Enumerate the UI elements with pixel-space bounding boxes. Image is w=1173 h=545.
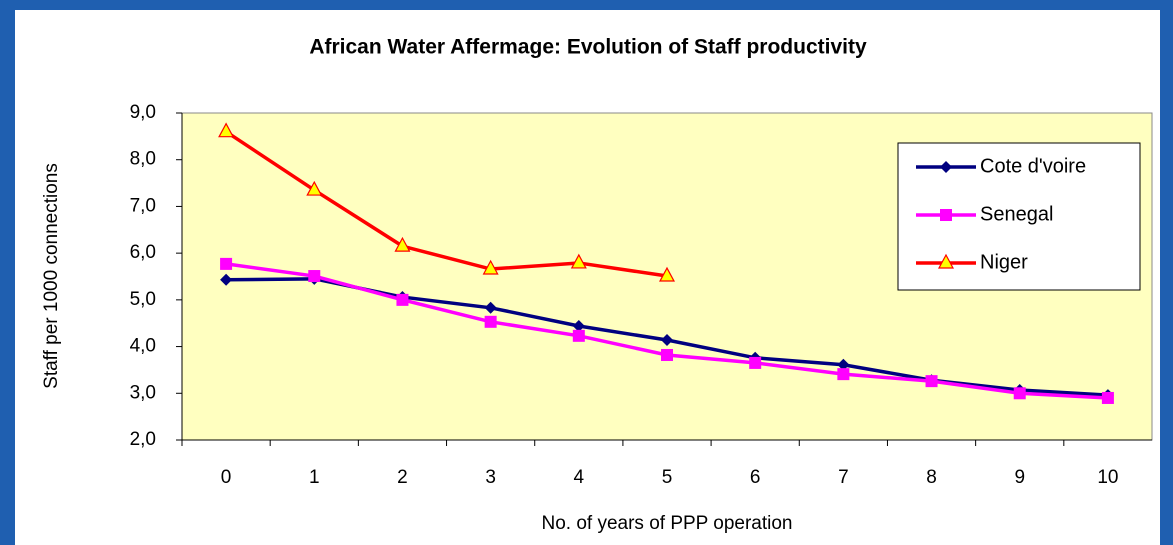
x-tick-label: 6 — [750, 467, 761, 488]
point — [658, 266, 676, 282]
point — [572, 320, 585, 333]
y-tick-label: 8,0 — [130, 149, 156, 170]
x-tick-label: 3 — [485, 467, 496, 488]
point — [925, 375, 938, 388]
point — [572, 329, 585, 342]
point — [837, 368, 850, 381]
x-tick-label: 1 — [309, 467, 320, 488]
x-tick-label: 0 — [221, 467, 232, 488]
point — [661, 348, 673, 361]
legend-label: Niger — [980, 251, 1028, 273]
point — [482, 259, 499, 275]
x-tick-label: 8 — [926, 467, 937, 488]
point — [220, 257, 233, 270]
y-tick-label: 3,0 — [130, 382, 156, 403]
point — [220, 273, 233, 286]
point — [396, 293, 409, 306]
point — [218, 122, 235, 138]
y-tick-label: 6,0 — [130, 242, 156, 263]
y-tick-label: 7,0 — [130, 195, 156, 216]
point — [837, 358, 850, 371]
y-axis-label: Staff per 1000 connections — [41, 163, 62, 389]
point — [661, 334, 673, 347]
point — [306, 180, 323, 196]
legend-marker — [937, 253, 955, 269]
point — [308, 270, 321, 283]
point — [570, 253, 587, 269]
y-tick-label: 9,0 — [130, 102, 156, 123]
x-tick-label: 5 — [662, 467, 673, 488]
point — [749, 356, 762, 369]
legend-label: Senegal — [980, 203, 1053, 225]
legend-label: Cote d'voire — [980, 155, 1086, 177]
x-tick-label: 2 — [397, 467, 408, 488]
x-tick-label: 10 — [1097, 467, 1118, 488]
x-axis-label: No. of years of PPP operation — [541, 513, 792, 534]
y-tick-label: 5,0 — [130, 289, 156, 310]
x-tick-label: 9 — [1014, 467, 1025, 488]
chart-title: African Water Affermage: Evolution of St… — [309, 36, 867, 59]
point — [484, 315, 497, 328]
point — [1101, 391, 1114, 404]
y-tick-label: 4,0 — [130, 336, 156, 357]
legend-marker — [940, 161, 952, 173]
x-tick-label: 4 — [574, 467, 585, 488]
series-line — [225, 130, 668, 278]
legend-marker — [940, 209, 952, 221]
point — [394, 236, 411, 252]
y-tick-label: 2,0 — [130, 429, 156, 450]
point — [484, 301, 497, 314]
x-tick-label: 7 — [838, 467, 849, 488]
point — [1013, 387, 1026, 400]
